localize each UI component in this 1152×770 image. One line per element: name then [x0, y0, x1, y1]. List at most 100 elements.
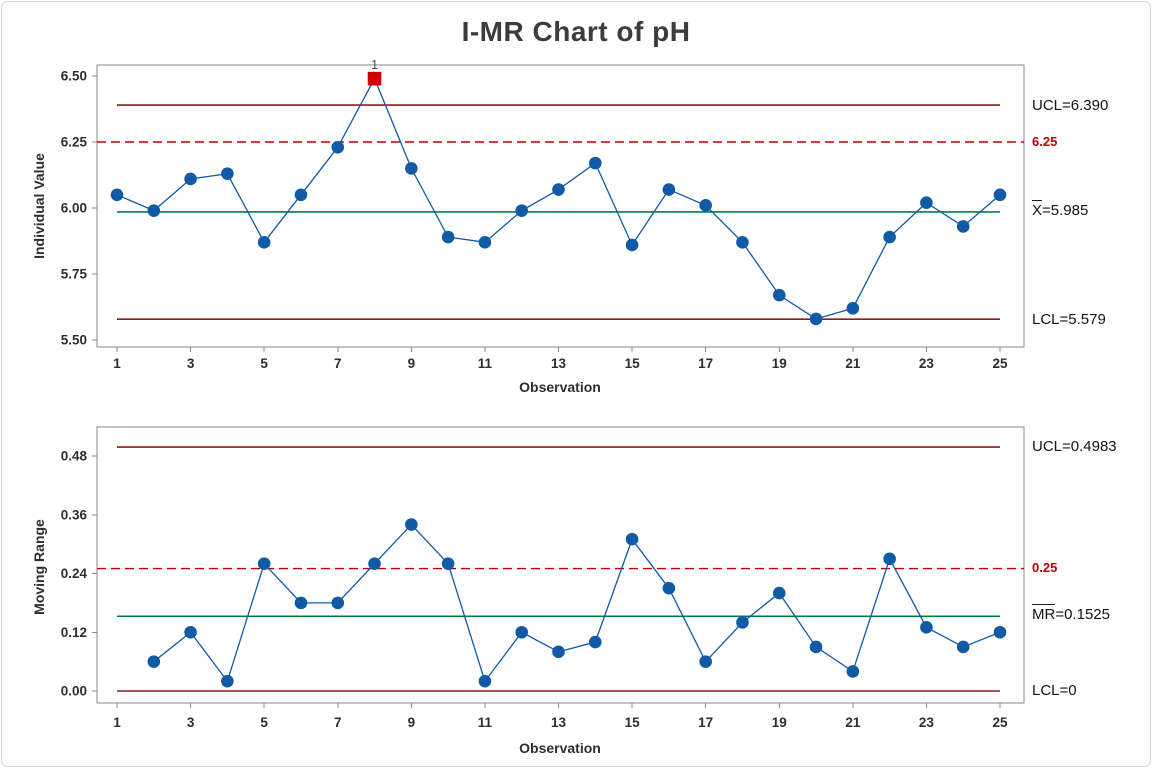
- individuals-data-point: [588, 156, 602, 170]
- moving-range-data-point: [662, 581, 676, 595]
- moving-range-data-point: [294, 596, 308, 610]
- moving-range-data-point: [257, 557, 271, 571]
- moving-range-data-point: [221, 674, 234, 688]
- individuals-y-tick-label: 5.50: [61, 333, 87, 348]
- individuals-x-tick-label: 23: [919, 356, 935, 371]
- individuals-data-point: [515, 204, 529, 217]
- individuals-reference-label: 6.25: [1032, 134, 1058, 149]
- moving-range-x-tick-label: 3: [187, 715, 195, 730]
- moving-range-data-point: [772, 586, 786, 600]
- individuals-data-point: [441, 230, 455, 244]
- individuals-x-tick-label: 17: [698, 356, 713, 371]
- individuals-data-point: [184, 172, 197, 186]
- moving-range-y-tick-label: 0.12: [61, 625, 87, 640]
- page-title: I-MR Chart of pH: [461, 16, 691, 47]
- moving-range-x-tick-label: 13: [551, 715, 567, 730]
- individuals-data-point: [478, 236, 492, 249]
- individuals-x-tick-label: 15: [625, 356, 641, 371]
- moving-range-x-tick-label: 7: [334, 715, 342, 730]
- moving-range-x-tick-label: 19: [772, 715, 787, 730]
- moving-range-data-point: [552, 645, 565, 659]
- individuals-lcl-label: LCL=5.579: [1032, 311, 1106, 328]
- moving-range-data-point: [993, 625, 1007, 639]
- individuals-x-tick-label: 25: [992, 356, 1008, 371]
- individuals-x-tick-label: 5: [260, 356, 268, 371]
- moving-range-lcl-label: LCL=0: [1032, 682, 1077, 699]
- moving-range-y-axis-label: Moving Range: [31, 519, 47, 615]
- individuals-data-point: [736, 236, 749, 249]
- individuals-x-tick-label: 13: [551, 356, 567, 371]
- moving-range-data-point: [920, 621, 933, 634]
- moving-range-x-tick-label: 21: [845, 715, 861, 730]
- individuals-data-point: [110, 188, 124, 202]
- moving-range-x-tick-label: 25: [992, 715, 1008, 730]
- moving-range-center-label: MR=0.1525: [1032, 604, 1110, 623]
- individuals-x-tick-label: 3: [187, 356, 195, 371]
- moving-range-series-line: [153, 523, 1001, 683]
- individuals-data-point: [331, 140, 345, 154]
- moving-range-data-point: [625, 532, 639, 546]
- moving-range-data-point: [147, 655, 161, 668]
- individuals-x-tick-label: 11: [478, 356, 493, 371]
- individuals-center-label: X=5.985: [1032, 200, 1088, 219]
- individuals-data-point: [993, 188, 1007, 202]
- individuals-data-point: [772, 288, 786, 302]
- individuals-y-tick-label: 6.00: [61, 201, 87, 216]
- moving-range-x-tick-label: 23: [919, 715, 935, 730]
- moving-range-x-tick-label: 5: [260, 715, 268, 730]
- individuals-data-point: [294, 188, 308, 202]
- individuals-plot-frame: [96, 64, 1025, 348]
- moving-range-x-tick-label: 1: [113, 715, 121, 730]
- moving-range-data-point: [588, 635, 602, 649]
- moving-range-data-point: [883, 552, 896, 566]
- individuals-y-tick-label: 5.75: [61, 267, 88, 282]
- moving-range-data-point: [699, 655, 712, 668]
- individuals-y-tick-label: 6.50: [61, 69, 87, 84]
- moving-range-reference-label: 0.25: [1032, 560, 1058, 575]
- individuals-data-point: [883, 230, 896, 244]
- moving-range-x-tick-label: 15: [625, 715, 641, 730]
- individuals-series-line: [116, 77, 1001, 320]
- moving-range-y-tick-label: 0.24: [61, 566, 88, 581]
- moving-range-data-point: [956, 640, 970, 654]
- individuals-x-tick-label: 7: [334, 356, 342, 371]
- individuals-x-tick-label: 1: [113, 356, 121, 371]
- moving-range-ucl-label: UCL=0.4983: [1032, 438, 1117, 455]
- moving-range-x-tick-label: 9: [408, 715, 416, 730]
- moving-range-y-tick-label: 0.48: [61, 449, 88, 464]
- individuals-x-tick-label: 19: [772, 356, 787, 371]
- individuals-y-tick-label: 6.25: [61, 135, 88, 150]
- moving-range-data-point: [368, 557, 381, 571]
- individuals-data-point: [405, 162, 418, 175]
- individuals-data-point: [809, 312, 823, 326]
- individuals-data-point: [221, 167, 234, 180]
- moving-range-plot-frame: [96, 426, 1025, 704]
- xbar-symbol: X: [1032, 200, 1043, 219]
- moving-range-data-point: [405, 518, 418, 531]
- moving-range-x-tick-label: 17: [698, 715, 713, 730]
- moving-range-data-point: [846, 665, 860, 678]
- individuals-x-tick-label: 9: [408, 356, 416, 371]
- individuals-data-point: [552, 183, 565, 196]
- moving-range-data-point: [515, 625, 529, 639]
- mrbar-value: =0.1525: [1055, 606, 1110, 623]
- moving-range-data-point: [736, 616, 749, 629]
- individuals-data-point: [257, 236, 271, 249]
- individuals-out-of-control-label: 1: [371, 58, 378, 72]
- moving-range-y-tick-label: 0.00: [61, 684, 87, 699]
- moving-range-data-point: [184, 625, 197, 639]
- individuals-ucl-label: UCL=6.390: [1032, 97, 1109, 114]
- individuals-x-axis-label: Observation: [519, 379, 601, 395]
- individuals-out-of-control-point: [367, 71, 382, 86]
- moving-range-data-point: [478, 674, 492, 688]
- individuals-data-point: [920, 196, 933, 210]
- individuals-data-point: [147, 204, 161, 217]
- individuals-data-point: [846, 302, 860, 315]
- moving-range-x-tick-label: 11: [478, 715, 493, 730]
- individuals-data-point: [956, 220, 970, 233]
- individuals-data-point: [699, 199, 712, 212]
- individuals-y-axis-label: Individual Value: [31, 153, 47, 259]
- individuals-data-point: [625, 238, 639, 252]
